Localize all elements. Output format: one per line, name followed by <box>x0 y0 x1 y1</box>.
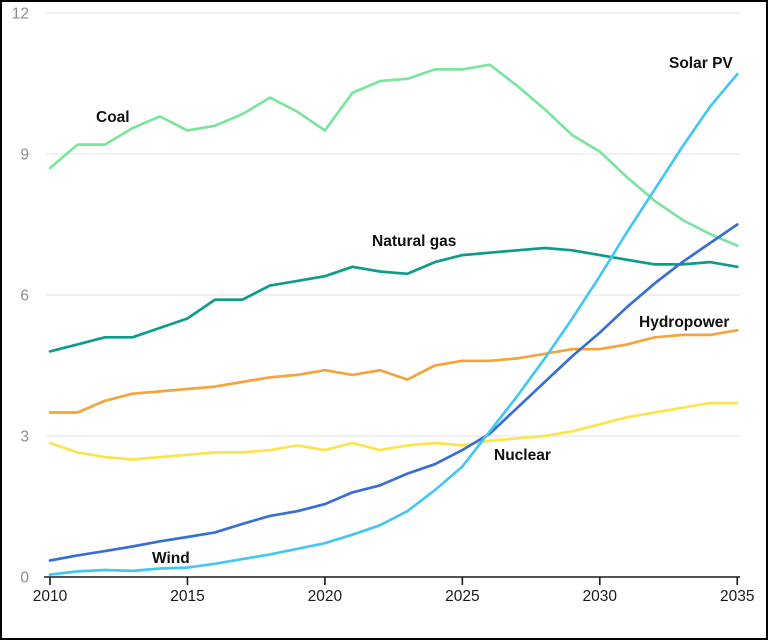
x-tick-label-2025: 2025 <box>445 588 479 605</box>
series-line-coal <box>48 63 739 248</box>
series-label-nuclear: Nuclear <box>494 447 551 464</box>
series-line-hydropower <box>48 328 739 414</box>
series-label-wind: Wind <box>152 550 190 567</box>
x-tick-label-2035: 2035 <box>720 588 754 605</box>
y-tick-label-9: 9 <box>20 147 29 164</box>
y-tick-label-12: 12 <box>12 6 29 23</box>
y-tick-label-0: 0 <box>20 570 29 587</box>
series-line-wind <box>48 223 739 562</box>
y-tick-label-3: 3 <box>20 429 29 446</box>
y-tick-label-6: 6 <box>20 288 29 305</box>
x-tick-label-2020: 2020 <box>308 588 343 605</box>
series-label-natural-gas: Natural gas <box>372 233 456 250</box>
series-label-hydropower: Hydropower <box>639 314 729 331</box>
series-label-coal: Coal <box>96 109 130 126</box>
x-tick-label-2010: 2010 <box>33 588 68 605</box>
x-tick-label-2015: 2015 <box>170 588 204 605</box>
series-label-solar-pv: Solar PV <box>669 55 733 72</box>
series-line-natural-gas <box>48 246 739 353</box>
series-line-solar-pv <box>48 72 739 576</box>
series-line-nuclear <box>48 401 739 461</box>
x-tick-label-2030: 2030 <box>583 588 618 605</box>
